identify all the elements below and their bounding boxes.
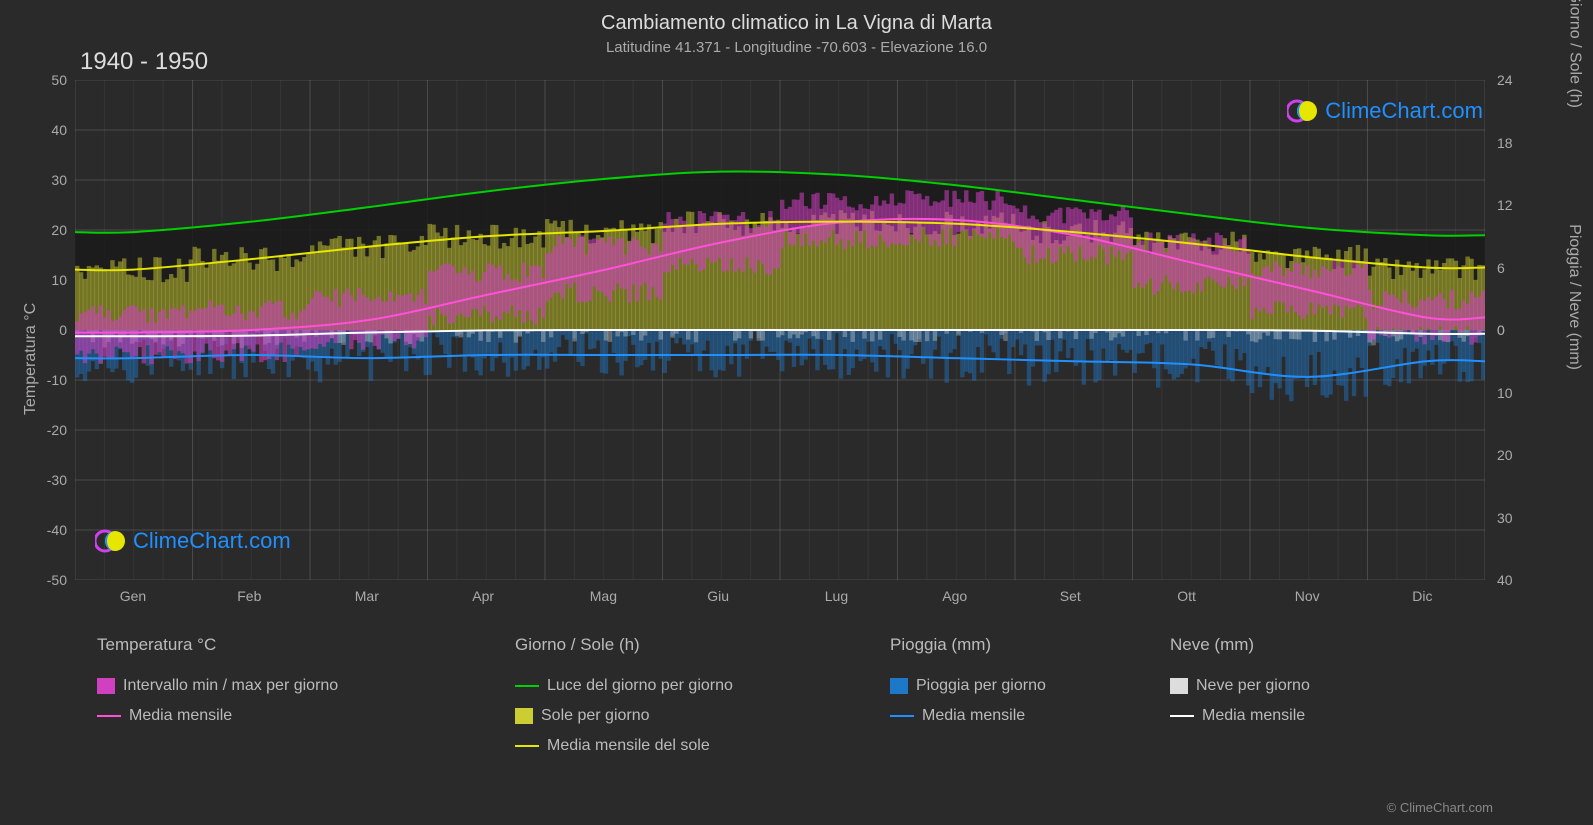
legend-label: Sole per giorno [541, 707, 650, 725]
logo-icon [95, 525, 127, 557]
legend-label: Pioggia per giorno [916, 677, 1046, 695]
axis-tick: 10 [1497, 385, 1513, 401]
watermark-text: ClimeChart.com [133, 528, 291, 554]
axis-tick: Set [1060, 588, 1081, 604]
axis-tick: Lug [825, 588, 848, 604]
axis-tick: 6 [1497, 260, 1505, 276]
axis-tick: -50 [31, 572, 67, 588]
legend-swatch [515, 685, 539, 687]
axis-tick: 20 [31, 222, 67, 238]
legend-swatch [1170, 715, 1194, 717]
axis-tick: -30 [31, 472, 67, 488]
axis-tick: -20 [31, 422, 67, 438]
y-axis-right-top-label: Giorno / Sole (h) [1565, 0, 1583, 108]
legend-label: Luce del giorno per giorno [547, 677, 733, 695]
axis-tick: 0 [1497, 322, 1505, 338]
axis-tick: Feb [237, 588, 261, 604]
axis-tick: -10 [31, 372, 67, 388]
legend-label: Intervallo min / max per giorno [123, 677, 338, 695]
legend-item: Pioggia per giorno [890, 677, 1046, 695]
axis-tick: Giu [707, 588, 729, 604]
legend-item: Neve per giorno [1170, 677, 1310, 695]
legend-label: Media mensile [922, 707, 1025, 725]
period-label: 1940 - 1950 [80, 48, 208, 76]
legend-day-title: Giorno / Sole (h) [515, 635, 733, 655]
axis-tick: 50 [31, 72, 67, 88]
legend-item: Sole per giorno [515, 707, 733, 725]
watermark-text: ClimeChart.com [1325, 98, 1483, 124]
legend-label: Media mensile del sole [547, 737, 710, 755]
logo-icon [1287, 95, 1319, 127]
legend-temperature: Temperatura °C Intervallo min / max per … [97, 635, 338, 725]
y-axis-left-label: Temperatura °C [22, 303, 40, 415]
axis-tick: 12 [1497, 197, 1513, 213]
legend-item: Media mensile [1170, 707, 1310, 725]
axis-tick: 30 [31, 172, 67, 188]
axis-tick: Nov [1295, 588, 1320, 604]
legend-item: Luce del giorno per giorno [515, 677, 733, 695]
axis-tick: 18 [1497, 135, 1513, 151]
axis-tick: Apr [472, 588, 494, 604]
axis-tick: 40 [1497, 572, 1513, 588]
watermark-bottom: ClimeChart.com [95, 525, 291, 557]
legend-label: Neve per giorno [1196, 677, 1310, 695]
chart-title: Cambiamento climatico in La Vigna di Mar… [0, 0, 1593, 35]
axis-tick: Ott [1177, 588, 1196, 604]
axis-tick: 0 [31, 322, 67, 338]
axis-tick: 40 [31, 122, 67, 138]
legend-rain-title: Pioggia (mm) [890, 635, 1046, 655]
legend-snow-title: Neve (mm) [1170, 635, 1310, 655]
legend-rain: Pioggia (mm) Pioggia per giorno Media men… [890, 635, 1046, 725]
legend-day-sun: Giorno / Sole (h) Luce del giorno per gi… [515, 635, 733, 755]
axis-tick: Mar [355, 588, 379, 604]
legend-snow: Neve (mm) Neve per giorno Media mensile [1170, 635, 1310, 725]
axis-tick: Gen [120, 588, 146, 604]
chart-subtitle: Latitudine 41.371 - Longitudine -70.603 … [0, 35, 1593, 56]
axis-tick: 30 [1497, 510, 1513, 526]
axis-tick: Ago [942, 588, 967, 604]
axis-tick: Mag [590, 588, 617, 604]
legend-swatch [890, 678, 908, 694]
legend-swatch [97, 678, 115, 694]
axis-tick: 10 [31, 272, 67, 288]
legend-label: Media mensile [1202, 707, 1305, 725]
legend-item: Media mensile [890, 707, 1046, 725]
legend-swatch [1170, 678, 1188, 694]
legend-swatch [97, 715, 121, 717]
legend-item: Media mensile del sole [515, 737, 733, 755]
axis-tick: -40 [31, 522, 67, 538]
legend-swatch [890, 715, 914, 717]
y-axis-right-bottom-label: Pioggia / Neve (mm) [1565, 224, 1583, 370]
legend-item: Media mensile [97, 707, 338, 725]
axis-tick: 20 [1497, 447, 1513, 463]
legend-item: Intervallo min / max per giorno [97, 677, 338, 695]
axis-tick: Dic [1412, 588, 1432, 604]
legend-temp-title: Temperatura °C [97, 635, 338, 655]
legend-label: Media mensile [129, 707, 232, 725]
climate-chart [75, 80, 1485, 580]
legend-swatch [515, 745, 539, 747]
axis-tick: 24 [1497, 72, 1513, 88]
legend-swatch [515, 708, 533, 724]
watermark-top: ClimeChart.com [1287, 95, 1483, 127]
copyright-text: © ClimeChart.com [1387, 800, 1493, 815]
